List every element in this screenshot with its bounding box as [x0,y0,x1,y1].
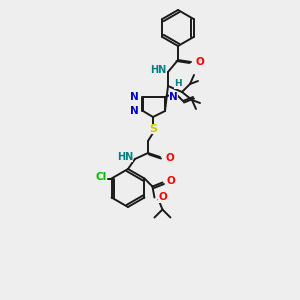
Text: HN: HN [117,152,133,162]
Text: S: S [149,124,157,134]
Text: N: N [130,92,139,102]
Text: N: N [169,92,178,102]
Text: H: H [174,80,182,88]
Text: Cl: Cl [95,172,106,182]
Text: O: O [167,176,175,187]
Text: O: O [196,57,205,67]
Text: N: N [130,106,139,116]
Text: HN: HN [150,65,166,75]
Text: O: O [158,193,167,202]
Text: O: O [165,153,174,163]
